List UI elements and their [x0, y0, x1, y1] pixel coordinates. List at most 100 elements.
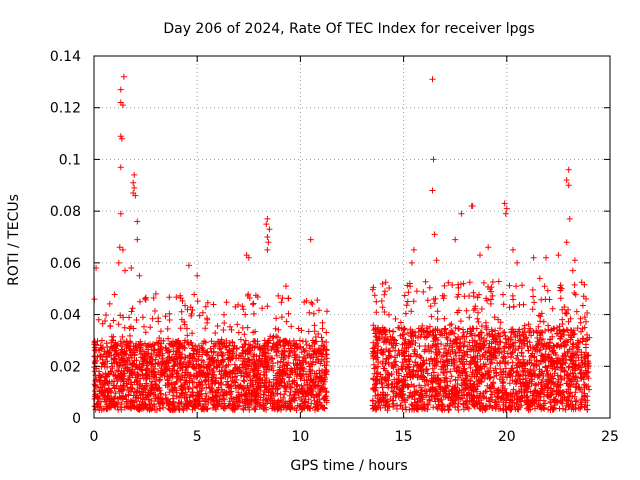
data-point [264, 246, 271, 253]
data-point [280, 394, 287, 401]
data-point [469, 369, 476, 376]
data-point [169, 340, 176, 347]
data-point [125, 340, 132, 347]
data-point [477, 356, 484, 363]
data-point [514, 392, 521, 399]
data-point [448, 373, 455, 380]
data-point [307, 366, 314, 373]
data-point [241, 392, 248, 399]
data-point [177, 383, 184, 390]
data-point [139, 372, 146, 379]
data-point [162, 391, 169, 398]
data-point [529, 306, 536, 313]
data-point [250, 310, 257, 317]
data-point [492, 398, 499, 405]
data-point [494, 393, 501, 400]
data-point [527, 325, 534, 332]
data-point [98, 345, 105, 352]
data-point [509, 348, 516, 355]
data-point [548, 355, 555, 362]
data-point [196, 398, 203, 405]
data-point [544, 387, 551, 394]
data-point [277, 342, 284, 349]
data-point [117, 210, 124, 217]
data-point [122, 267, 128, 274]
data-point [578, 351, 585, 358]
data-point [487, 353, 494, 360]
data-point [501, 329, 508, 336]
data-point [287, 389, 294, 395]
data-point [128, 308, 135, 315]
data-point [374, 369, 381, 376]
data-point [241, 331, 248, 338]
data-point [302, 398, 309, 405]
data-point [524, 343, 531, 350]
data-point [572, 357, 579, 364]
data-point [100, 391, 107, 398]
data-point [418, 331, 425, 338]
data-point [554, 381, 561, 388]
data-point [581, 361, 588, 368]
data-point [164, 354, 171, 361]
data-point [544, 371, 551, 378]
data-point [522, 365, 528, 372]
data-point [204, 319, 211, 326]
data-point [211, 371, 218, 378]
data-point [231, 401, 238, 407]
data-point [485, 283, 491, 290]
data-point [209, 377, 216, 384]
data-point [184, 371, 191, 378]
data-point [425, 402, 432, 408]
y-tick-label: 0.12 [50, 101, 81, 117]
data-point [249, 301, 256, 308]
data-point [291, 379, 298, 386]
data-point [581, 281, 588, 288]
data-point [285, 374, 292, 381]
data-point [111, 291, 118, 298]
data-point [426, 360, 433, 367]
data-point [213, 375, 220, 382]
data-point [226, 348, 233, 354]
data-point [118, 387, 124, 394]
data-point [268, 382, 275, 389]
data-point [104, 405, 111, 412]
data-point [136, 341, 143, 348]
y-tick-label: 0.1 [59, 152, 81, 168]
data-point [473, 392, 480, 399]
data-point [576, 384, 583, 391]
data-point [469, 342, 476, 349]
data-point [142, 295, 149, 302]
data-point [452, 236, 459, 243]
data-point [99, 356, 106, 363]
data-point [517, 395, 524, 402]
data-point [480, 390, 487, 396]
data-point [462, 404, 469, 411]
data-point [383, 356, 390, 363]
data-point [581, 324, 588, 331]
data-point [208, 396, 215, 403]
data-point [555, 252, 562, 259]
data-point [108, 389, 115, 396]
data-point [129, 385, 136, 391]
data-point [310, 354, 317, 361]
data-point [421, 348, 428, 355]
data-point [171, 402, 178, 409]
data-point [522, 387, 529, 394]
data-point [563, 397, 570, 403]
data-point [169, 407, 176, 414]
data-point [308, 400, 315, 407]
data-point [293, 373, 300, 380]
data-point [473, 366, 480, 373]
data-point [512, 339, 519, 346]
data-point [403, 358, 410, 365]
data-point [101, 386, 108, 393]
data-point [476, 337, 483, 344]
data-point [441, 345, 448, 352]
data-point [119, 333, 126, 340]
data-point [432, 375, 439, 382]
data-point [520, 341, 527, 348]
data-point [510, 246, 516, 253]
data-point [461, 342, 468, 349]
data-point [112, 373, 119, 380]
data-point [128, 379, 135, 386]
